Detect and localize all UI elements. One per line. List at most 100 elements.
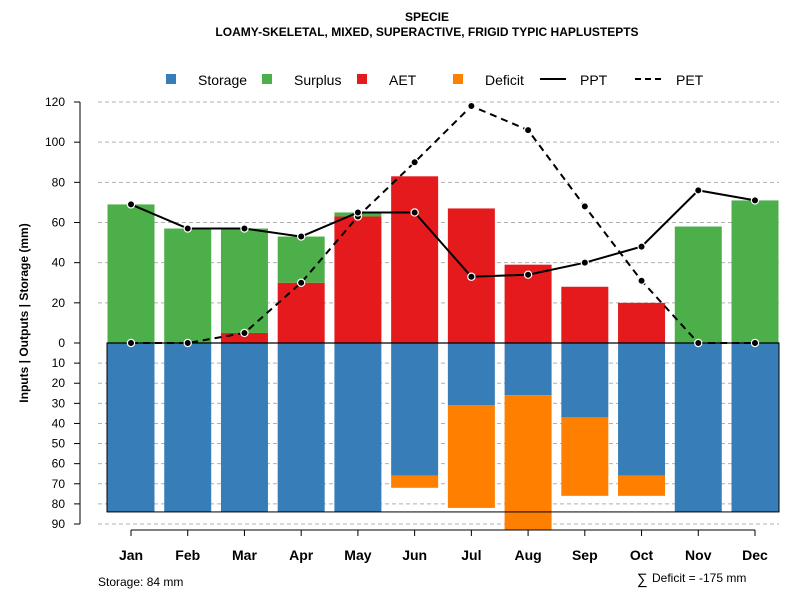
legend-storage-label: Storage (198, 72, 247, 88)
storage-bar-jul (447, 343, 495, 406)
ppt-point-mar (240, 224, 249, 233)
ppt-point-jun (410, 208, 419, 217)
storage-bar-jan (107, 343, 155, 512)
storage-bar-aug (504, 343, 552, 396)
deficit-bar-aug (504, 395, 552, 531)
pet-point-dec (750, 338, 760, 348)
aet-bar-apr (277, 282, 325, 343)
pet-point-jul (467, 101, 476, 111)
pet-point-mar (240, 328, 249, 338)
surplus-bar-mar (220, 228, 268, 333)
storage-bar-oct (618, 343, 666, 476)
x-tick-label-may: May (344, 547, 371, 563)
storage-bar-apr (277, 343, 325, 512)
x-tick-label-apr: Apr (289, 547, 314, 563)
deficit-bar-oct (618, 475, 666, 496)
y-tick-label-lower-40: 40 (52, 416, 66, 430)
ppt-point-jul (467, 272, 476, 281)
surplus-bar-feb (164, 228, 212, 343)
y-tick-label-lower-70: 70 (52, 477, 66, 491)
storage-bar-jun (391, 343, 439, 476)
y-tick-label-lower-10: 10 (52, 356, 66, 370)
legend: Storage Surplus AET Deficit PPT PET (166, 72, 704, 88)
x-tick-label-dec: Dec (742, 547, 768, 563)
frames (106, 342, 780, 513)
y-tick-label-upper-80: 80 (52, 175, 66, 189)
x-tick-label-feb: Feb (175, 547, 200, 563)
lines (126, 101, 760, 348)
deficit-note: Deficit = -175 mm (652, 571, 746, 585)
surplus-bar-apr (277, 236, 325, 283)
ppt-point-jan (126, 200, 136, 209)
y-tick-label-lower-80: 80 (52, 497, 66, 511)
legend-surplus-label: Surplus (294, 72, 341, 88)
ppt-point-aug (523, 270, 533, 279)
ppt-point-nov (694, 186, 703, 195)
sum-symbol: ∑ (637, 571, 648, 588)
legend-ppt-label: PPT (580, 72, 608, 88)
chart-subtitle: LOAMY-SKELETAL, MIXED, SUPERACTIVE, FRIG… (215, 25, 638, 39)
x-tick-label-oct: Oct (630, 547, 654, 563)
pet-point-oct (637, 276, 646, 285)
pet-point-jun (410, 158, 419, 167)
x-tick-label-aug: Aug (514, 547, 541, 563)
pet-point-feb (183, 338, 192, 348)
ppt-line (130, 189, 756, 278)
y-tick-label-lower-90: 90 (52, 517, 66, 531)
y-tick-label-upper-20: 20 (52, 296, 66, 310)
chart-title: SPECIE (405, 10, 449, 24)
storage-bar-dec (731, 343, 779, 512)
storage-bar-feb (164, 343, 212, 512)
y-axis-label: Inputs | Outputs | Storage (mm) (17, 223, 31, 402)
y-tick-label-lower-60: 60 (52, 457, 66, 471)
surplus-bar-jan (107, 204, 155, 343)
x-tick-label-jan: Jan (119, 547, 143, 563)
legend-aet-swatch (357, 74, 367, 84)
y-tick-label-upper-60: 60 (52, 216, 66, 230)
aet-bar-may (334, 216, 382, 343)
pet-point-sep (580, 202, 590, 211)
ppt-point-dec (750, 196, 760, 205)
ppt-point-apr (296, 232, 306, 241)
storage-bar-mar (220, 343, 268, 512)
storage-note: Storage: 84 mm (98, 575, 183, 589)
storage-bar-nov (674, 343, 722, 512)
x-tick-label-jul: Jul (461, 547, 481, 563)
gridlines (98, 101, 779, 525)
y-tick-label-upper-120: 120 (45, 95, 65, 109)
legend-deficit-swatch (453, 74, 463, 84)
pet-point-nov (694, 338, 703, 348)
y-tick-label-lower-50: 50 (52, 437, 66, 451)
y-tick-label-upper-100: 100 (45, 135, 65, 149)
x-tick-label-jun: Jun (402, 547, 427, 563)
aet-bar-oct (618, 302, 666, 343)
deficit-bar-jul (447, 405, 495, 508)
y-tick-label-lower-20: 20 (52, 376, 66, 390)
y-tick-label-lower-30: 30 (52, 396, 66, 410)
y-tick-label-upper-0: 0 (58, 336, 65, 350)
legend-aet-label: AET (389, 72, 417, 88)
pet-point-apr (296, 278, 306, 287)
deficit-bar-sep (561, 417, 609, 496)
bars (107, 176, 779, 531)
x-tick-label-nov: Nov (685, 547, 712, 563)
legend-storage-swatch (166, 74, 176, 84)
x-tick-label-sep: Sep (572, 547, 598, 563)
legend-pet-label: PET (676, 72, 704, 88)
ppt-point-feb (183, 224, 192, 233)
pet-line (131, 104, 755, 344)
deficit-bar-jun (391, 475, 439, 488)
legend-surplus-swatch (262, 74, 272, 84)
y-axis: 0 20 40 60 80 100 120 10 20 30 40 50 60 70 80 90 (45, 95, 81, 531)
legend-deficit-label: Deficit (485, 72, 524, 88)
storage-bar-may (334, 343, 382, 512)
x-tick-label-mar: Mar (232, 547, 257, 563)
x-axis: Jan Feb Mar Apr May Jun Jul Aug Sep Oct Nov Dec (119, 529, 768, 563)
pet-point-aug (523, 125, 533, 135)
ppt-point-sep (580, 258, 590, 267)
ppt-point-may (353, 208, 363, 217)
aet-bar-jun (391, 176, 439, 343)
ppt-point-oct (637, 242, 646, 251)
pet-point-jan (126, 338, 136, 348)
